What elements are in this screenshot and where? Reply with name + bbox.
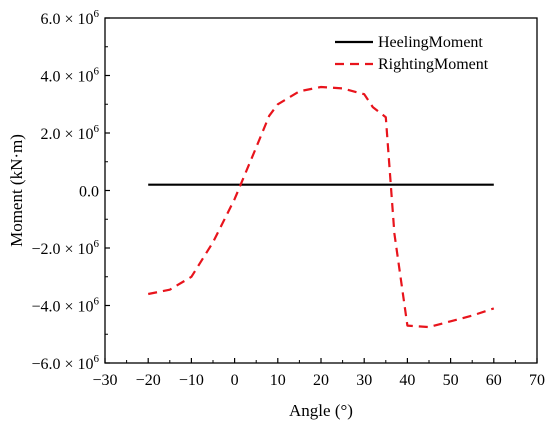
x-tick-label: 50 <box>443 372 459 389</box>
legend-label: RightingMoment <box>378 56 489 73</box>
x-tick-label: 70 <box>529 372 545 389</box>
series-line-rightingmoment <box>147 85 495 329</box>
legend: HeelingMoment RightingMoment <box>335 34 489 73</box>
x-tick-label: −30 <box>92 372 117 389</box>
x-tick-label: −10 <box>179 372 204 389</box>
y-tick-label: −4.0 × 106 <box>31 296 99 316</box>
y-tick-label: 2.0 × 106 <box>40 123 99 143</box>
x-tick-label: 40 <box>399 372 415 389</box>
y-tick-label: −6.0 × 106 <box>31 353 99 373</box>
y-tick-label: 6.0 × 106 <box>40 8 99 28</box>
x-tick-label: 60 <box>486 372 502 389</box>
x-axis-label: Angle (°) <box>289 401 353 420</box>
y-axis-label: Moment (kN·m) <box>7 134 26 247</box>
y-tick-label: 4.0 × 106 <box>40 66 99 86</box>
x-tick-label: 0 <box>231 372 239 389</box>
x-tick-label: −20 <box>136 372 161 389</box>
y-tick-label: −2.0 × 106 <box>31 238 99 258</box>
x-tick-label: 10 <box>270 372 286 389</box>
x-tick-label: 30 <box>356 372 372 389</box>
series-group <box>147 85 495 329</box>
legend-label: HeelingMoment <box>378 34 483 51</box>
y-tick-label: 0.0 <box>79 184 99 201</box>
x-tick-label: 20 <box>313 372 329 389</box>
axes: −30 −20 −10 0 10 20 30 40 50 60 70 6.0 × 106 4.0 × 1… <box>31 8 545 389</box>
